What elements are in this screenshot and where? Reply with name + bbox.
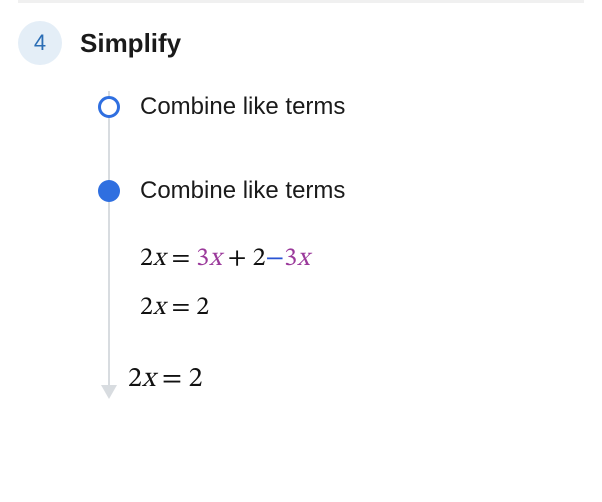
timeline-step[interactable]: Combine like terms bbox=[98, 171, 602, 211]
timeline: Combine like terms Combine like terms 2x… bbox=[98, 87, 602, 344]
timeline-step-label: Combine like terms bbox=[140, 177, 345, 205]
result-block: 2x = 2 bbox=[128, 362, 602, 397]
step-number: 4 bbox=[34, 30, 46, 56]
math-result: 2x = 2 bbox=[128, 362, 602, 397]
timeline-step-label: Combine like terms bbox=[140, 93, 345, 121]
step-header: 4 Simplify bbox=[0, 21, 602, 65]
timeline-arrowhead-icon bbox=[101, 385, 117, 399]
math-line: 2x = 2 bbox=[140, 284, 602, 333]
step-title: Simplify bbox=[80, 28, 181, 59]
top-divider bbox=[18, 0, 584, 3]
math-work: 2x = 3x + 2−3x 2x = 2 bbox=[140, 235, 602, 334]
step-number-badge: 4 bbox=[18, 21, 62, 65]
bullet-filled-icon bbox=[98, 180, 120, 202]
math-line: 2x = 3x + 2−3x bbox=[140, 235, 602, 284]
timeline-step[interactable]: Combine like terms bbox=[98, 87, 602, 127]
timeline-track bbox=[108, 91, 110, 387]
bullet-outline-icon bbox=[98, 96, 120, 118]
